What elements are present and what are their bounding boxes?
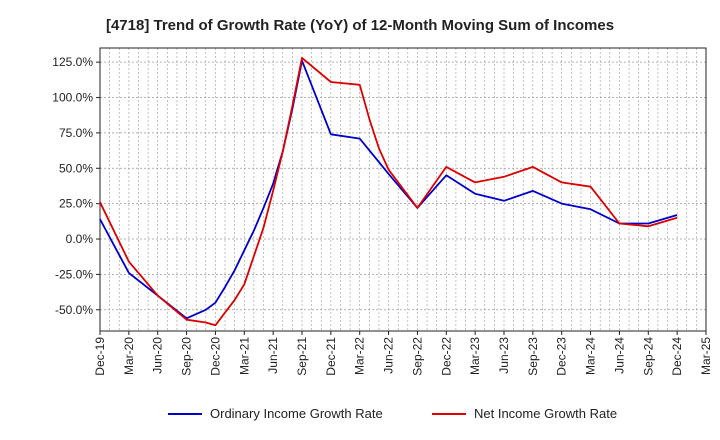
x-axis-ticks: Dec-19 Mar-20 Jun-20 Sep-20 Dec-20 Mar-21 Jun-… [93,331,713,376]
series-line-2 [99,57,678,327]
x-tick-label: Jun-23 [497,337,511,374]
x-tick-label: Mar-20 [122,337,136,375]
y-tick-label: 50.0% [59,161,93,175]
x-tick-label: Sep-22 [410,337,424,376]
x-tick-label: Mar-21 [237,337,251,375]
x-tick-label: Dec-19 [93,337,107,376]
x-tick-label: Mar-25 [699,337,713,375]
y-tick-label: -25.0% [55,267,93,281]
chart-title: [4718] Trend of Growth Rate (YoY) of 12-… [106,17,614,34]
y-tick-label: -50.0% [55,303,93,317]
y-tick-label: 75.0% [59,126,93,140]
x-tick-label: Sep-23 [526,337,540,376]
y-tick-label: 125.0% [52,55,93,69]
plot-area-frame [99,47,707,332]
x-tick-label: Jun-22 [382,337,396,374]
x-tick-label: Jun-24 [612,337,626,374]
x-tick-label: Dec-20 [208,337,222,376]
x-tick-label: Dec-21 [324,337,338,376]
x-tick-label: Jun-21 [266,337,280,374]
x-tick-label: Sep-24 [641,337,655,376]
x-tick-label: Dec-22 [439,337,453,376]
x-tick-label: Sep-20 [180,337,194,376]
y-tick-label: 0.0% [66,232,94,246]
legend-label-1: Ordinary Income Growth Rate [210,406,383,421]
x-tick-label: Dec-23 [555,337,569,376]
x-tick-label: Mar-23 [468,337,482,375]
y-tick-label: 25.0% [59,197,93,211]
y-tick-label: 100.0% [52,91,93,105]
x-tick-label: Jun-20 [151,337,165,374]
legend: Ordinary Income Growth Rate Net Income Gr… [168,406,617,421]
x-tick-label: Sep-21 [295,337,309,376]
grid-lines [99,48,707,331]
y-axis-ticks: 125.0% 100.0% 75.0% 50.0% 25.0% 0.0% -25.0% -50… [52,55,100,317]
x-tick-label: Dec-24 [670,337,684,376]
series-lines [99,57,678,327]
x-tick-label: Mar-24 [584,337,598,375]
legend-label-2: Net Income Growth Rate [474,406,617,421]
x-tick-label: Mar-22 [353,337,367,375]
